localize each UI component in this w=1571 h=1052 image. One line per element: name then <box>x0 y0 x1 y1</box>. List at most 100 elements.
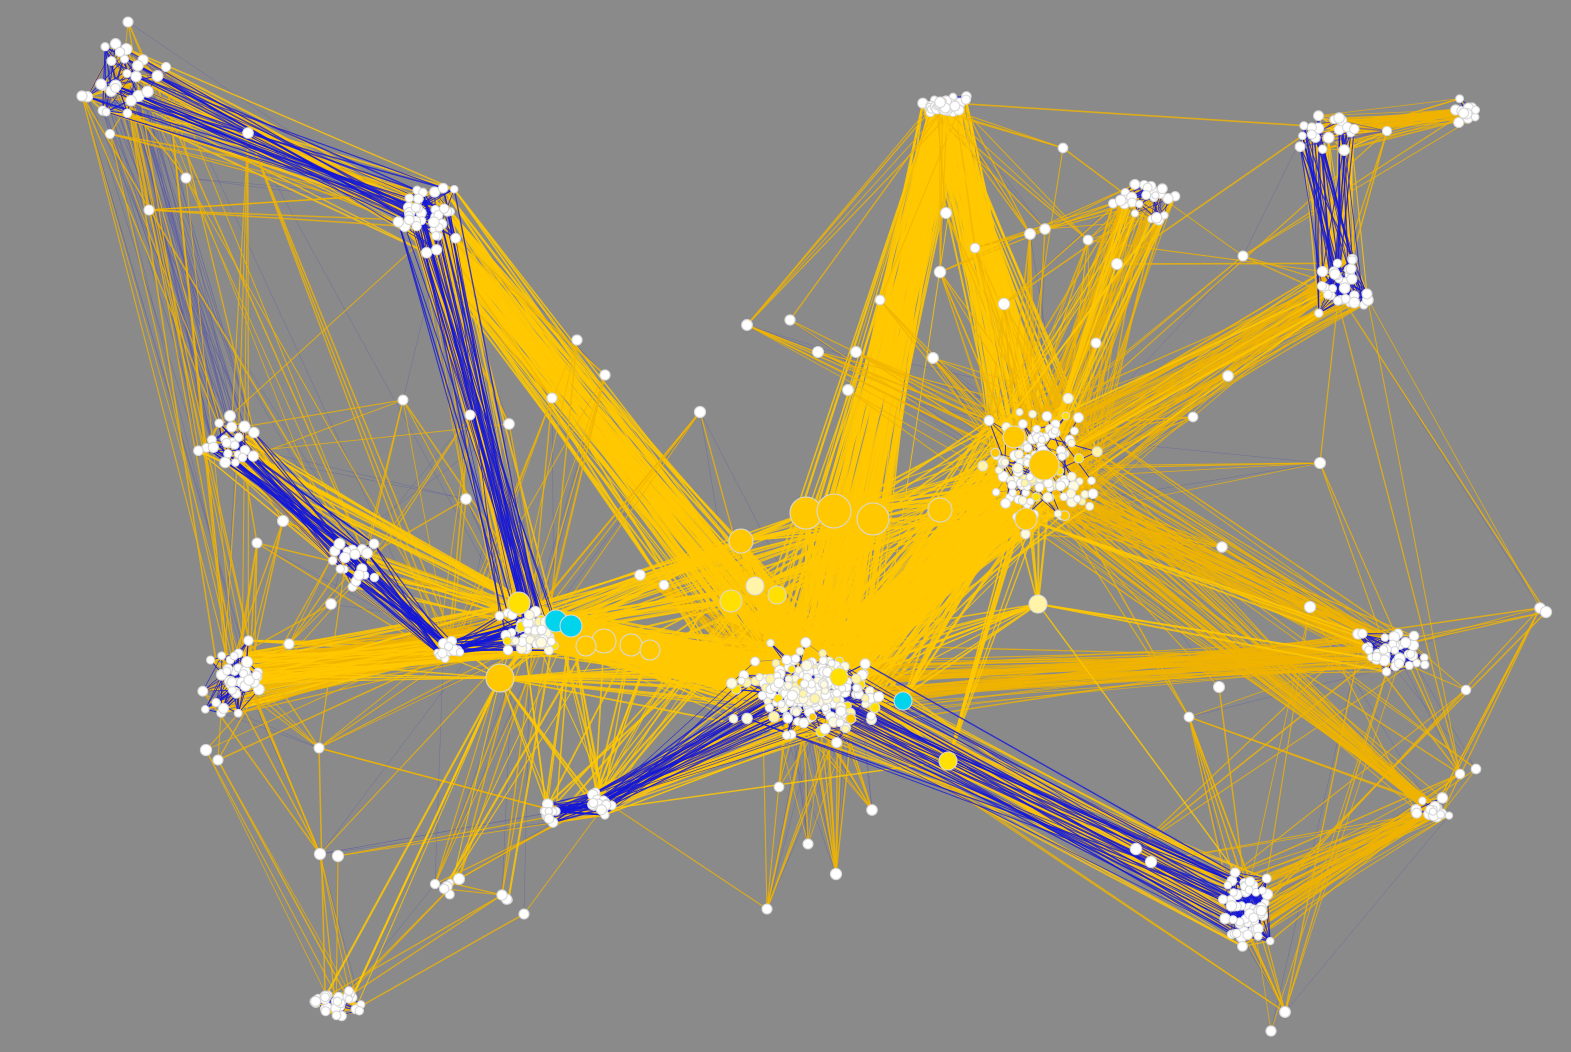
graph-node-satellite[interactable] <box>927 352 939 364</box>
graph-node[interactable] <box>1470 112 1480 122</box>
graph-node[interactable] <box>859 658 871 670</box>
graph-node-satellite[interactable] <box>503 418 515 430</box>
graph-node[interactable] <box>1065 488 1077 499</box>
graph-node[interactable] <box>222 666 232 676</box>
node-layer[interactable] <box>76 16 1553 1037</box>
graph-node[interactable] <box>800 659 813 672</box>
graph-node[interactable] <box>1114 194 1127 207</box>
graph-node-satellite[interactable] <box>224 410 236 422</box>
graph-node[interactable] <box>223 448 233 459</box>
graph-node[interactable] <box>1069 426 1079 436</box>
graph-node[interactable] <box>511 636 520 646</box>
graph-node[interactable] <box>1087 488 1099 500</box>
graph-node[interactable] <box>1217 894 1229 905</box>
graph-node[interactable] <box>1055 480 1066 492</box>
graph-node-satellite[interactable] <box>1144 855 1158 869</box>
graph-node[interactable] <box>243 635 254 646</box>
graph-node[interactable] <box>221 437 232 448</box>
graph-node[interactable] <box>1316 265 1329 278</box>
graph-node[interactable] <box>247 450 260 462</box>
graph-node[interactable] <box>1085 501 1095 511</box>
graph-node-satellite[interactable] <box>242 127 254 139</box>
graph-node-satellite[interactable] <box>1454 768 1466 780</box>
graph-node[interactable] <box>1151 191 1160 200</box>
graph-node-satellite[interactable] <box>933 265 947 279</box>
graph-node[interactable] <box>524 609 535 621</box>
graph-node-satellite[interactable] <box>452 872 466 886</box>
graph-node-satellite[interactable] <box>546 392 558 404</box>
graph-node[interactable] <box>1258 886 1267 895</box>
graph-node[interactable] <box>536 624 547 636</box>
graph-node[interactable] <box>1265 936 1275 946</box>
gold-hub-12[interactable] <box>639 639 661 661</box>
graph-node[interactable] <box>535 636 548 649</box>
graph-node[interactable] <box>1393 658 1405 669</box>
graph-node-satellite[interactable] <box>1237 250 1249 262</box>
graph-node[interactable] <box>1244 876 1256 888</box>
graph-node[interactable] <box>1338 282 1351 294</box>
graph-node[interactable] <box>791 707 802 717</box>
graph-node-satellite[interactable] <box>1313 456 1327 470</box>
graph-node[interactable] <box>1329 268 1341 280</box>
graph-node[interactable] <box>1314 308 1324 318</box>
graph-node-satellite[interactable] <box>802 838 814 850</box>
graph-node[interactable] <box>354 1006 365 1016</box>
graph-node[interactable] <box>331 1010 342 1021</box>
graph-node-satellite[interactable] <box>1057 142 1069 154</box>
graph-node[interactable] <box>1053 509 1063 518</box>
graph-node[interactable] <box>1014 449 1024 460</box>
gold-hub-11[interactable] <box>619 633 643 657</box>
graph-node[interactable] <box>101 107 111 117</box>
pale-hub-1[interactable] <box>745 576 765 596</box>
graph-node[interactable] <box>1067 438 1076 448</box>
graph-node-satellite[interactable] <box>1470 763 1482 775</box>
graph-node[interactable] <box>790 653 801 664</box>
graph-node-satellite[interactable] <box>850 346 862 358</box>
graph-node[interactable] <box>110 82 121 94</box>
graph-node[interactable] <box>808 712 818 722</box>
graph-node[interactable] <box>100 42 110 52</box>
graph-node[interactable] <box>1057 452 1067 461</box>
graph-node[interactable] <box>1242 929 1254 941</box>
graph-node-satellite[interactable] <box>283 638 295 650</box>
graph-node[interactable] <box>1436 792 1449 804</box>
graph-node[interactable] <box>1328 284 1338 293</box>
graph-node[interactable] <box>1012 462 1024 474</box>
graph-node-satellite[interactable] <box>761 903 773 915</box>
graph-node[interactable] <box>960 94 972 105</box>
graph-node[interactable] <box>1453 116 1465 129</box>
graph-node[interactable] <box>502 636 513 646</box>
graph-node[interactable] <box>831 737 843 749</box>
graph-node[interactable] <box>861 694 870 703</box>
graph-node[interactable] <box>335 564 346 574</box>
graph-node[interactable] <box>1378 644 1389 655</box>
graph-node[interactable] <box>320 992 330 1003</box>
graph-node[interactable] <box>764 703 774 713</box>
graph-node[interactable] <box>1026 497 1035 506</box>
graph-node[interactable] <box>990 447 1001 458</box>
graph-node[interactable] <box>1322 289 1333 300</box>
graph-node-satellite[interactable] <box>1090 337 1102 349</box>
graph-node[interactable] <box>1345 263 1357 275</box>
graph-node[interactable] <box>233 708 243 718</box>
graph-node[interactable] <box>832 688 842 698</box>
yellow-hub-5[interactable] <box>829 667 849 687</box>
graph-node[interactable] <box>1361 288 1373 300</box>
graph-node[interactable] <box>1237 940 1248 952</box>
graph-node[interactable] <box>1017 495 1028 506</box>
graph-node[interactable] <box>132 59 144 72</box>
graph-node[interactable] <box>229 440 240 450</box>
graph-node[interactable] <box>1458 107 1470 119</box>
graph-node[interactable] <box>781 730 792 740</box>
graph-node-satellite[interactable] <box>1222 370 1234 382</box>
graph-node[interactable] <box>1017 419 1028 429</box>
graph-node[interactable] <box>368 538 380 550</box>
graph-node[interactable] <box>211 697 221 708</box>
graph-node-satellite[interactable] <box>693 405 707 419</box>
graph-node[interactable] <box>869 702 881 713</box>
graph-node-satellite[interactable] <box>122 16 134 28</box>
graph-node[interactable] <box>1042 492 1054 503</box>
yellow-hub-4[interactable] <box>938 751 958 771</box>
graph-node[interactable] <box>122 68 132 79</box>
